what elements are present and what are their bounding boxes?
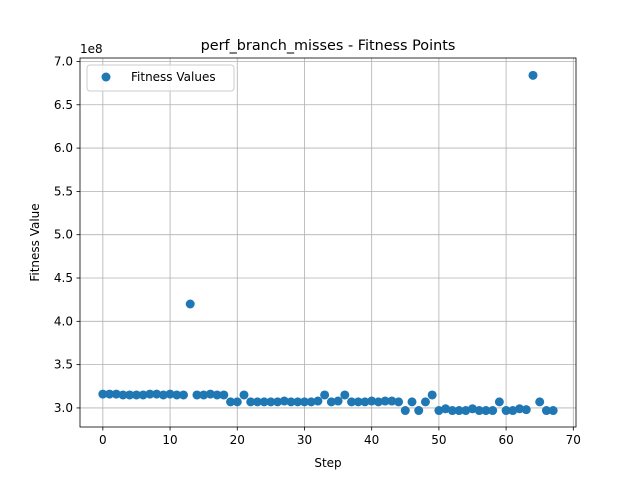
data-point — [488, 406, 498, 416]
data-point — [125, 390, 135, 400]
data-point — [326, 397, 336, 407]
data-point — [333, 396, 343, 406]
data-point — [353, 397, 363, 407]
data-point — [299, 397, 309, 407]
data-point — [165, 389, 175, 399]
data-point — [105, 389, 115, 399]
x-tick-label: 0 — [99, 433, 107, 447]
data-point — [158, 390, 168, 400]
x-tick-label: 70 — [566, 433, 581, 447]
data-point — [205, 389, 215, 399]
y-tick-label: 5.0 — [54, 228, 73, 242]
data-point — [273, 397, 283, 407]
data-point — [454, 406, 464, 416]
y-tick-label: 5.5 — [54, 184, 73, 198]
x-axis-label: Step — [314, 456, 341, 470]
data-point — [239, 390, 249, 400]
data-point — [347, 397, 357, 407]
data-point — [145, 389, 155, 399]
legend: Fitness Values — [86, 64, 235, 92]
data-point — [360, 397, 370, 407]
data-point — [340, 390, 350, 400]
data-point — [212, 390, 222, 400]
data-point — [279, 396, 289, 406]
data-point — [306, 397, 316, 407]
x-tick-label: 10 — [162, 433, 177, 447]
data-point — [407, 397, 417, 407]
data-point — [521, 405, 531, 415]
x-tick-label: 30 — [297, 433, 312, 447]
data-point — [508, 406, 518, 416]
data-point — [98, 389, 108, 399]
data-point — [313, 396, 323, 406]
data-point — [232, 397, 242, 407]
data-point — [246, 397, 256, 407]
y-tick-label: 4.0 — [54, 314, 73, 328]
data-point — [434, 406, 444, 416]
data-point — [131, 390, 141, 400]
data-point — [266, 397, 276, 407]
data-point — [185, 299, 195, 309]
legend-label: Fitness Values — [131, 70, 216, 84]
data-point — [172, 390, 182, 400]
data-point — [400, 406, 410, 416]
data-point — [118, 390, 128, 400]
data-point — [548, 406, 558, 416]
plot-frame — [79, 57, 577, 428]
data-points — [98, 70, 558, 416]
data-point — [467, 404, 477, 414]
legend-marker — [101, 72, 111, 82]
data-point — [286, 397, 296, 407]
data-point — [179, 390, 189, 400]
data-point — [515, 404, 525, 414]
y-tick-label: 4.5 — [54, 271, 73, 285]
data-point — [427, 390, 437, 400]
x-tick-label: 60 — [498, 433, 513, 447]
data-point — [259, 397, 269, 407]
data-point — [541, 406, 551, 416]
x-tick-label: 20 — [230, 433, 245, 447]
data-point — [420, 397, 430, 407]
data-point — [219, 390, 229, 400]
data-point — [414, 406, 424, 416]
data-point — [535, 397, 545, 407]
data-point — [481, 406, 491, 416]
data-point — [252, 397, 262, 407]
data-point — [380, 396, 390, 406]
data-point — [293, 397, 303, 407]
data-point — [199, 390, 209, 400]
data-point — [226, 397, 236, 407]
y-tick-label: 6.0 — [54, 141, 73, 155]
y-tick-label: 3.5 — [54, 358, 73, 372]
data-point — [387, 396, 397, 406]
data-point — [528, 70, 538, 80]
data-point — [394, 397, 404, 407]
y-axis-label: Fitness Value — [28, 203, 42, 281]
data-point — [501, 406, 511, 416]
data-point — [447, 406, 457, 416]
data-point — [111, 389, 121, 399]
y-axis-offset-label: 1e8 — [80, 42, 103, 56]
data-point — [441, 404, 451, 414]
y-tick-label: 7.0 — [54, 54, 73, 68]
chart-title: perf_branch_misses - Fitness Points — [201, 38, 456, 54]
legend-box — [86, 64, 235, 92]
grid-lines — [80, 58, 576, 427]
data-point — [138, 390, 148, 400]
y-tick-label: 3.0 — [54, 401, 73, 415]
data-point — [494, 397, 504, 407]
axis-ticks: 0 10 20 30 40 50 60 70 3.0 3.5 4.0 4.5 5.0 5.5 6.0 6.5 7… — [54, 54, 581, 447]
x-tick-label: 50 — [431, 433, 446, 447]
data-point — [461, 406, 471, 416]
y-tick-label: 6.5 — [54, 98, 73, 112]
data-point — [373, 397, 383, 407]
data-point — [367, 396, 377, 406]
data-point — [474, 406, 484, 416]
data-point — [152, 389, 162, 399]
x-tick-label: 40 — [364, 433, 379, 447]
data-point — [320, 390, 330, 400]
data-point — [192, 390, 202, 400]
